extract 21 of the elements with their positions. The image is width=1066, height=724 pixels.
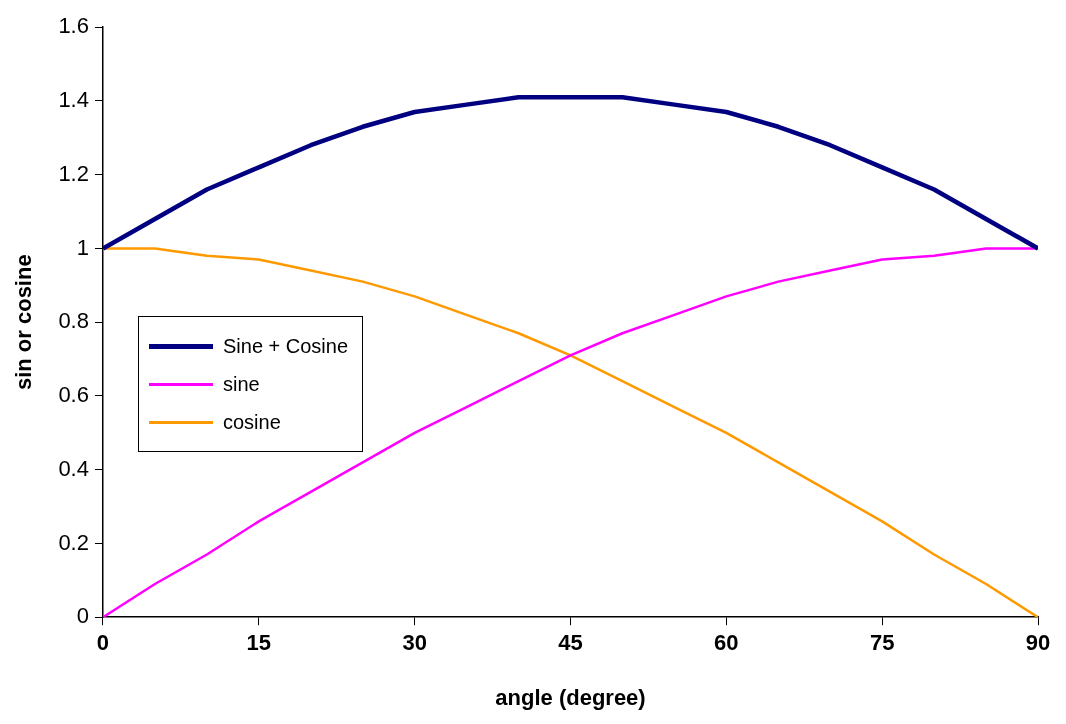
x-tick-label: 30 — [402, 630, 427, 656]
legend-label: sine — [222, 372, 260, 396]
y-tick-label: 0.6 — [58, 382, 89, 408]
y-tick-label: 1.2 — [58, 160, 89, 186]
y-tick-label: 0.4 — [58, 455, 89, 481]
legend-label: Sine + Cosine — [222, 334, 349, 358]
legend-label: cosine — [222, 410, 281, 434]
x-axis-title: angle (degree) — [495, 684, 646, 710]
x-tick-label: 90 — [1025, 630, 1051, 656]
y-tick-label: 0.2 — [58, 529, 89, 555]
x-tick-label: 60 — [714, 630, 739, 656]
x-tick-label: 75 — [869, 630, 895, 656]
y-tick-label: 0.8 — [58, 308, 89, 334]
y-tick-label: 1.6 — [58, 13, 89, 39]
x-tick-label: 15 — [246, 630, 272, 656]
y-tick-label: 1 — [76, 234, 89, 260]
y-axis-title: sin or cosine — [11, 254, 37, 391]
x-tick-label: 0 — [96, 630, 110, 656]
x-tick-label: 45 — [558, 630, 583, 656]
y-tick-label: 1.4 — [58, 87, 89, 113]
y-tick-label: 0 — [76, 603, 89, 629]
